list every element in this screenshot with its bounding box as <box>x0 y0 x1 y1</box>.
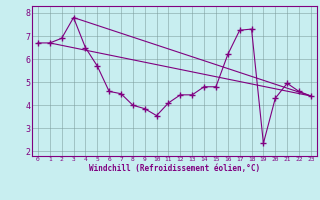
X-axis label: Windchill (Refroidissement éolien,°C): Windchill (Refroidissement éolien,°C) <box>89 164 260 173</box>
